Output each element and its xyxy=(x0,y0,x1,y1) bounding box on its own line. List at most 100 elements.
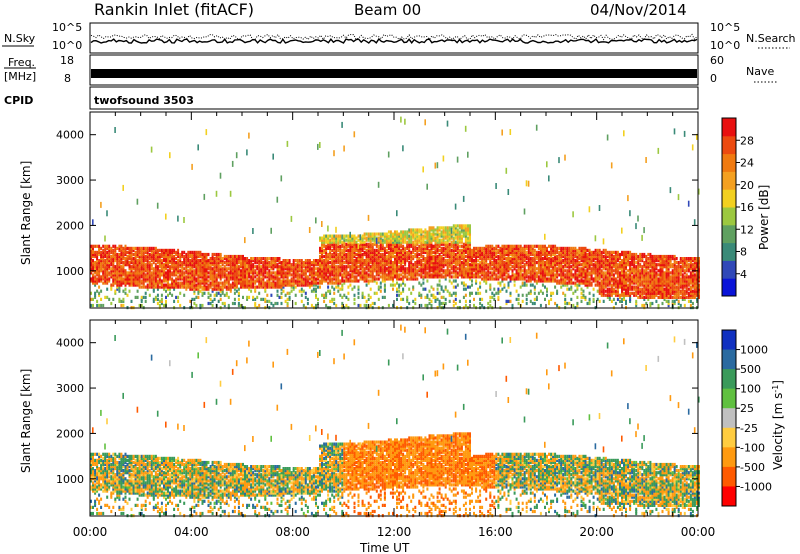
power-cell xyxy=(303,261,305,264)
power-cell xyxy=(315,294,317,297)
power-cell xyxy=(246,257,248,260)
power-cell xyxy=(396,288,398,291)
power-cell xyxy=(408,228,410,231)
power-cell xyxy=(220,294,222,297)
power-cell xyxy=(197,251,199,254)
power-cell xyxy=(530,245,532,248)
power-cell xyxy=(402,245,404,248)
power-cell xyxy=(426,294,428,297)
power-cell xyxy=(465,288,467,291)
power-cell xyxy=(116,247,118,250)
power-cell xyxy=(556,255,558,258)
power-cell xyxy=(481,277,483,280)
power-cell xyxy=(311,290,313,293)
cpid-label: CPID xyxy=(4,94,33,107)
power-cell xyxy=(548,277,550,280)
power-cell xyxy=(256,277,258,280)
power-cell xyxy=(439,284,441,287)
power-cell xyxy=(364,296,366,299)
power-cell xyxy=(388,251,390,254)
power-cell xyxy=(279,257,281,260)
power-cell xyxy=(264,282,266,285)
power-cell xyxy=(416,228,418,231)
power-cell xyxy=(536,251,538,254)
power-cell xyxy=(538,251,540,254)
power-cell xyxy=(406,296,408,299)
power-cell xyxy=(524,282,526,285)
power-cell xyxy=(137,247,139,250)
power-cell xyxy=(524,209,526,215)
power-cell xyxy=(254,275,256,278)
power-cell xyxy=(157,265,159,268)
date-title: 04/Nov/2014 xyxy=(590,1,687,19)
power-cell xyxy=(583,294,585,297)
power-cell xyxy=(426,304,428,307)
power-cell xyxy=(453,265,455,268)
power-cell xyxy=(254,286,256,289)
power-cell xyxy=(455,292,457,295)
power-cell xyxy=(356,253,358,256)
power-cell xyxy=(317,286,319,289)
power-cell xyxy=(364,304,366,307)
nsearch-label: N.Search xyxy=(746,32,796,45)
power-cell xyxy=(335,227,337,233)
power-cell xyxy=(337,235,339,238)
power-cell xyxy=(173,249,175,252)
power-cell xyxy=(475,247,477,250)
power-cell xyxy=(349,232,351,238)
power-cell xyxy=(335,304,337,307)
power-cell xyxy=(155,263,157,266)
power-cell xyxy=(437,226,439,229)
power-cell xyxy=(315,267,317,270)
power-cell xyxy=(159,300,161,303)
power-cell xyxy=(376,277,378,280)
power-cell xyxy=(382,253,384,256)
power-cell xyxy=(566,247,568,250)
power-cell xyxy=(536,261,538,264)
power-cell xyxy=(299,290,301,293)
power-cell xyxy=(169,292,171,295)
power-cell xyxy=(169,249,171,252)
power-cell xyxy=(133,253,135,256)
power-cell xyxy=(264,298,266,301)
nsky-label: N.Sky xyxy=(4,32,36,45)
power-cell xyxy=(394,284,396,287)
power-cell xyxy=(420,304,422,307)
power-cell xyxy=(102,282,104,285)
power-cell xyxy=(465,255,467,258)
power-cell xyxy=(343,261,345,264)
power-cell xyxy=(493,294,495,297)
power-cell xyxy=(329,290,331,293)
power-cell xyxy=(566,269,568,272)
power-cell xyxy=(157,298,159,301)
power-cell xyxy=(331,253,333,256)
power-cell xyxy=(420,284,422,287)
power-cell xyxy=(145,286,147,289)
power-cell xyxy=(392,284,394,287)
power-cell xyxy=(550,298,552,301)
power-cell xyxy=(301,294,303,297)
power-cell xyxy=(574,282,576,285)
power-cell xyxy=(94,292,96,295)
power-cell xyxy=(114,290,116,293)
power-cell xyxy=(279,296,281,299)
power-cell xyxy=(576,302,578,305)
power-cell xyxy=(92,273,94,276)
power-cell xyxy=(212,288,214,291)
power-cell xyxy=(129,290,131,293)
power-cell xyxy=(283,290,285,293)
power-cell xyxy=(362,253,364,256)
power-cell xyxy=(558,247,560,250)
power-cell xyxy=(208,292,210,295)
power-cell xyxy=(495,292,497,295)
power-cell xyxy=(416,247,418,250)
nsearch-top-tick: 10^5 xyxy=(710,21,740,34)
power-cell xyxy=(246,296,248,299)
power-cell xyxy=(497,255,499,258)
power-cell xyxy=(364,267,366,270)
power-cell xyxy=(400,298,402,301)
power-cell xyxy=(362,235,364,238)
power-cell xyxy=(479,298,481,301)
power-cell xyxy=(433,245,435,248)
power-cell xyxy=(544,261,546,264)
